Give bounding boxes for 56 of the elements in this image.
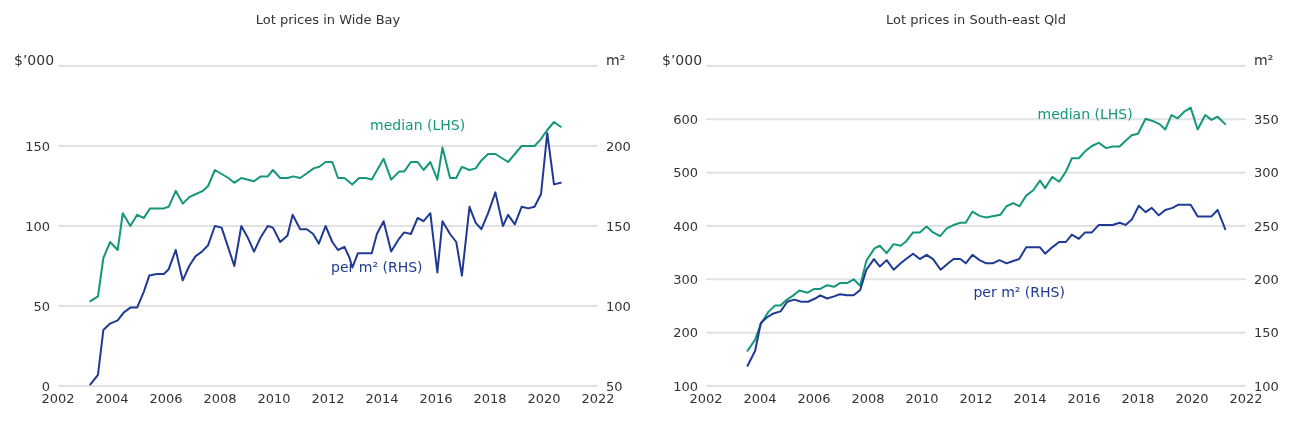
y2-tick-label: 200 — [606, 138, 631, 154]
line-series — [746, 203, 1227, 367]
series-label: median (LHS) — [369, 117, 467, 133]
x-tick-label: 2004 — [743, 391, 777, 407]
y-tick-label: 0 — [41, 378, 50, 394]
x-tick-label: 2008 — [851, 391, 885, 407]
chart-title: Lot prices in Wide Bay — [254, 12, 402, 27]
y2-tick-label: 350 — [1254, 111, 1279, 127]
y-tick-label: 50 — [33, 298, 50, 314]
x-tick-label: 2020 — [1175, 391, 1209, 407]
series-label: per m² (RHS) — [330, 259, 424, 275]
y-tick-label: 600 — [673, 111, 698, 127]
x-tick-label: 2020 — [527, 391, 561, 407]
x-tick-label: 2018 — [473, 391, 507, 407]
x-tick-label: 2016 — [1067, 391, 1101, 407]
x-tick-label: 2012 — [959, 391, 993, 407]
x-tick-label: 2014 — [365, 391, 399, 407]
chart-title: Lot prices in South-east Qld — [885, 12, 1067, 27]
line-series — [89, 121, 562, 303]
x-tick-label: 2022 — [1229, 391, 1263, 407]
x-tick-label: 2018 — [1121, 391, 1155, 407]
y-tick-label: 150 — [25, 138, 50, 154]
line-series — [89, 132, 562, 386]
y-tick-label: 100 — [25, 218, 50, 234]
y-axis-title: $’000 — [662, 52, 703, 68]
y2-tick-label: 150 — [606, 218, 631, 234]
x-tick-label: 2016 — [419, 391, 453, 407]
x-tick-label: 2006 — [797, 391, 831, 407]
y-tick-label: 100 — [673, 378, 698, 394]
y2-tick-label: 50 — [606, 378, 623, 394]
y2-tick-label: 200 — [1254, 271, 1279, 287]
x-tick-label: 2002 — [41, 391, 75, 407]
y-tick-label: 500 — [673, 165, 698, 181]
x-tick-label: 2010 — [257, 391, 291, 407]
y-tick-label: 400 — [673, 218, 698, 234]
x-tick-label: 2004 — [95, 391, 129, 407]
x-tick-label: 2006 — [149, 391, 183, 407]
series-label: median (LHS) — [1036, 106, 1134, 123]
y-tick-label: 200 — [673, 325, 698, 341]
y2-tick-label: 100 — [606, 298, 631, 314]
x-tick-label: 2002 — [689, 391, 723, 407]
x-tick-label: 2014 — [1013, 391, 1047, 407]
y-tick-label: 300 — [673, 271, 698, 287]
y-axis-title: $’000 — [14, 52, 55, 68]
y2-tick-label: 100 — [1254, 378, 1279, 394]
y2-tick-label: 250 — [1254, 218, 1279, 234]
y2-axis-title: m² — [606, 52, 626, 68]
x-tick-label: 2010 — [905, 391, 939, 407]
series-label: per m² (RHS) — [972, 284, 1066, 301]
y2-tick-label: 300 — [1254, 165, 1279, 181]
y2-axis-title: m² — [1254, 52, 1274, 68]
x-tick-label: 2012 — [311, 391, 345, 407]
x-tick-label: 2022 — [581, 391, 615, 407]
y2-tick-label: 150 — [1254, 325, 1279, 341]
line-series — [746, 106, 1227, 352]
x-tick-label: 2008 — [203, 391, 237, 407]
